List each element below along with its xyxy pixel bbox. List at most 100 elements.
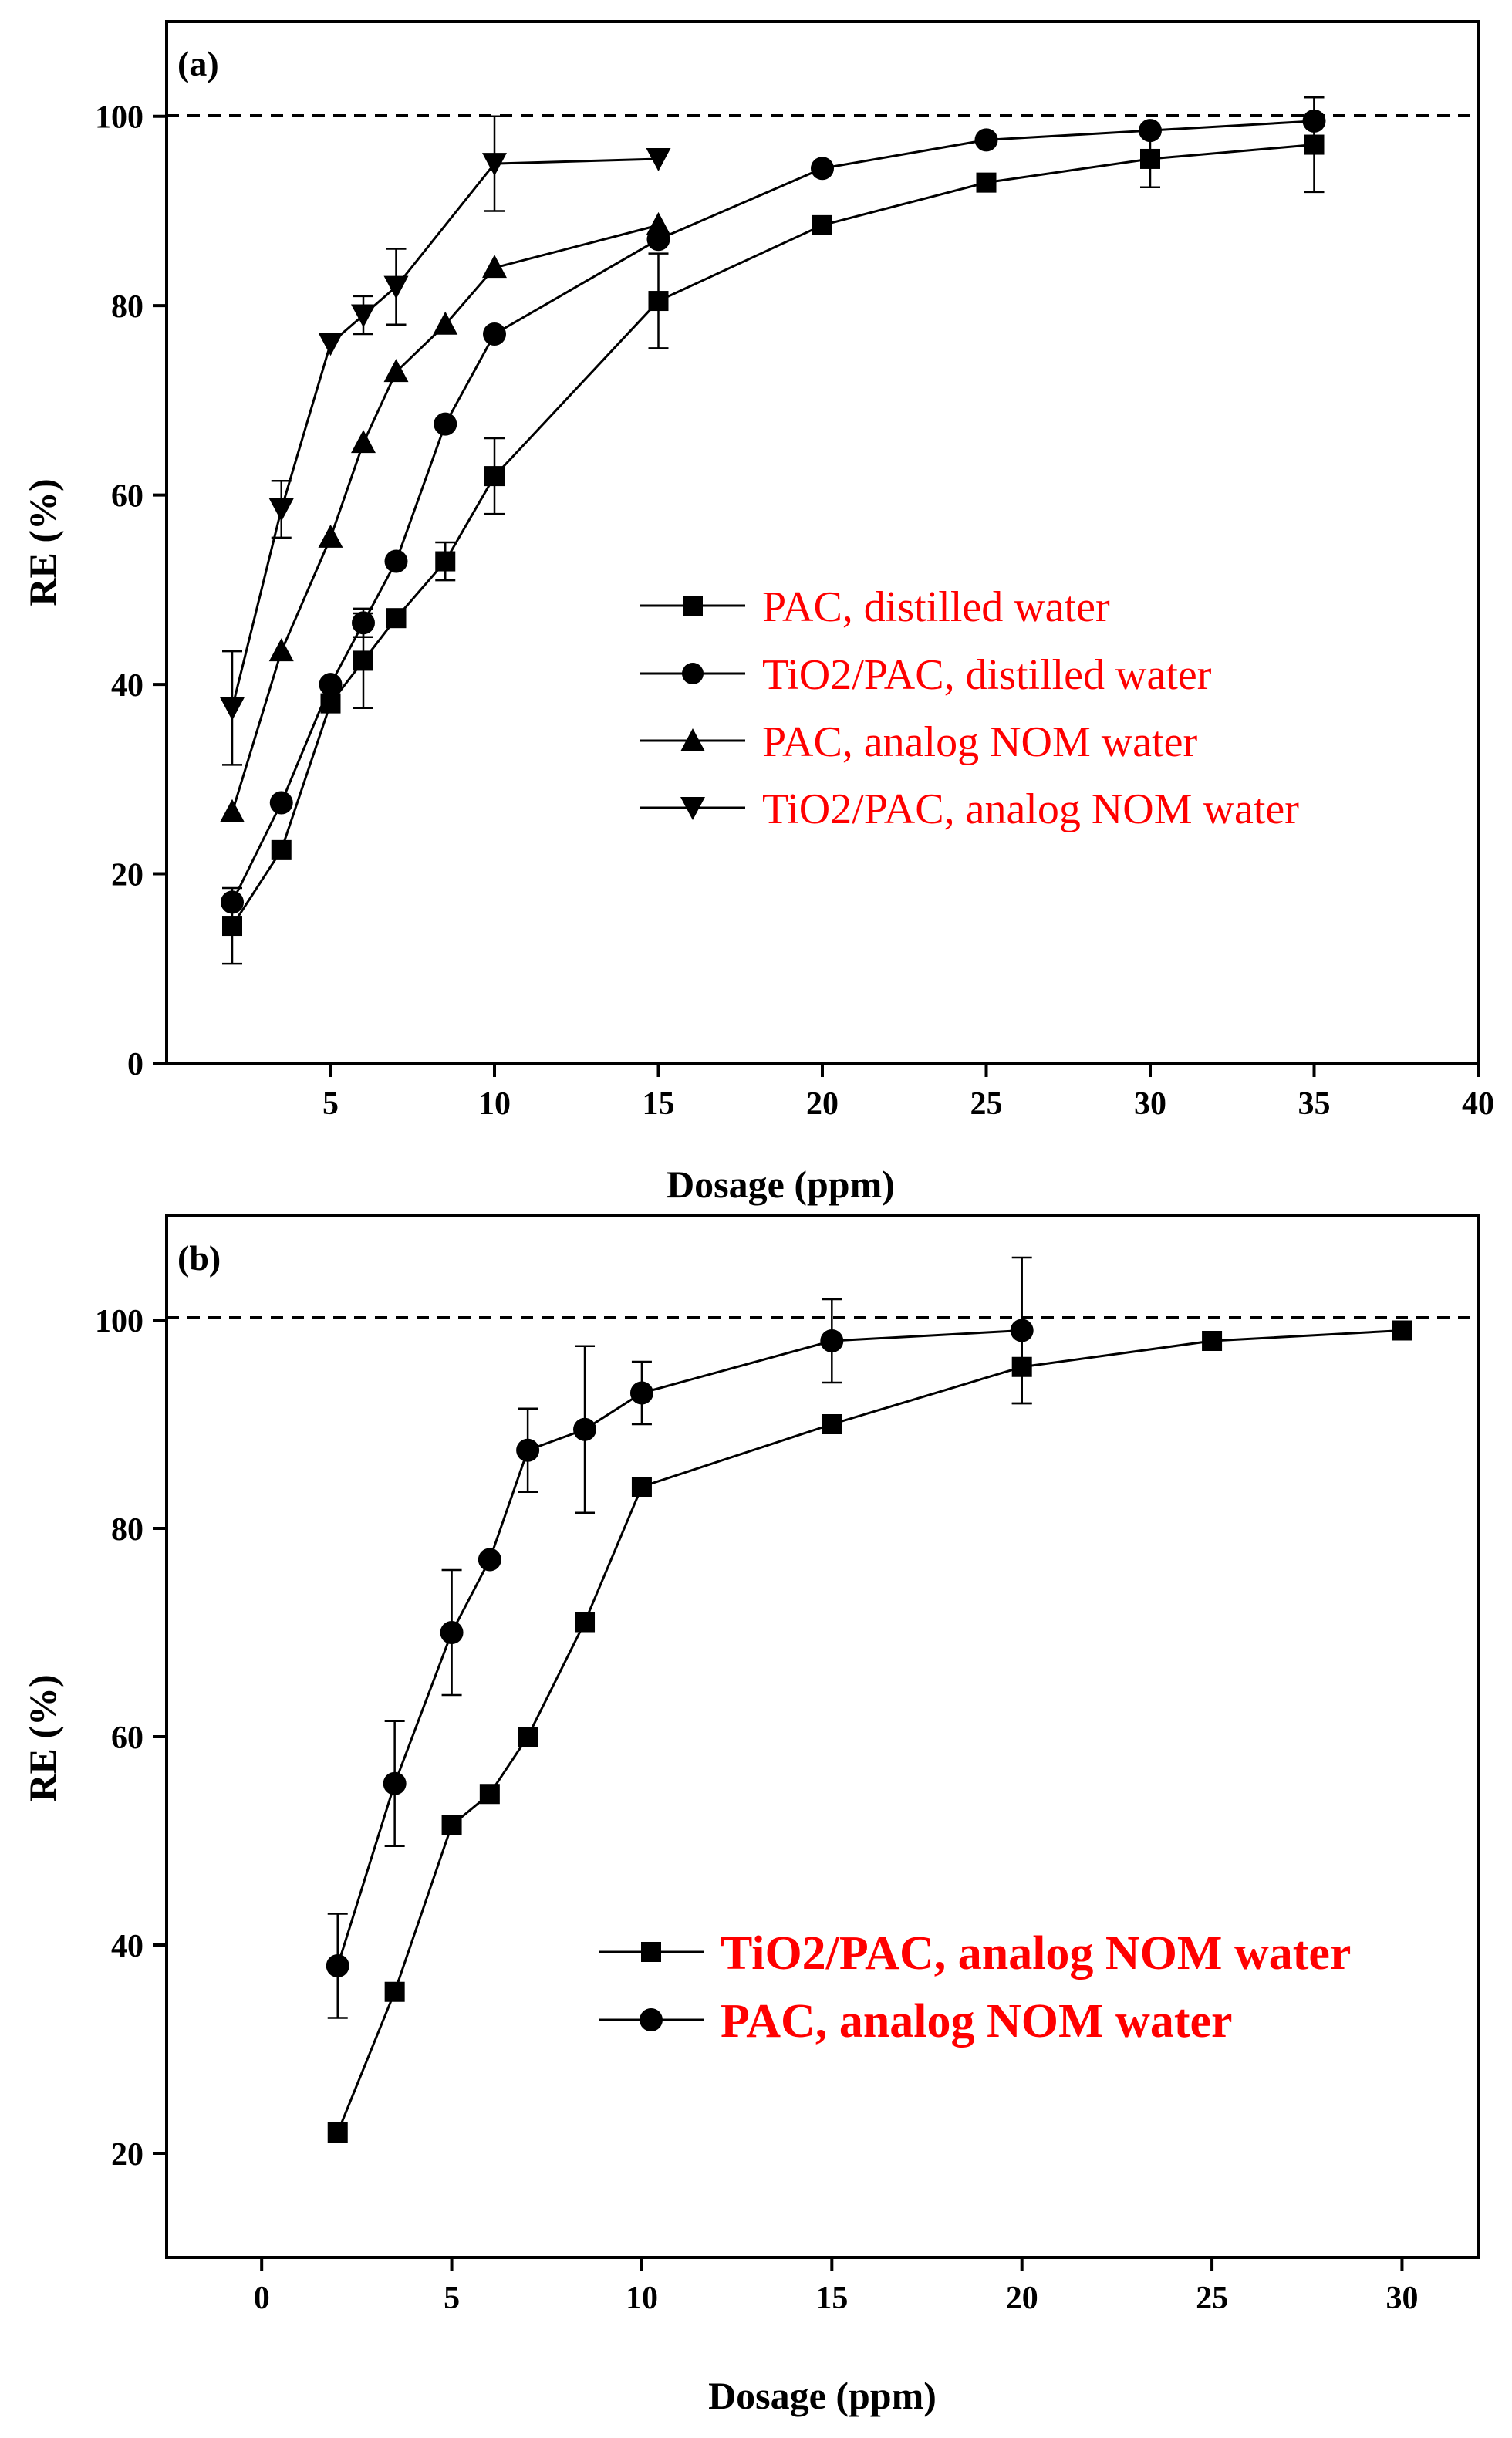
y-tick-label: 80 [111,1512,143,1548]
data-point-square [518,1727,538,1747]
legend-entry: TiO2/PAC, analog NOM water [599,1927,1351,1980]
x-axis-title-a: Dosage (ppm) [667,1163,895,1206]
data-point-square [631,1477,652,1497]
x-tick-label: 10 [626,2281,658,2316]
data-point-triangle-up [646,211,671,235]
plot-area-a [220,96,1326,965]
legend-a: PAC, distilled water TiO2/PAC, distilled… [640,583,1299,833]
legend-label: PAC, distilled water [762,583,1110,631]
data-point-circle [352,611,375,635]
data-point-square [384,1981,405,2002]
data-point-square [1392,1320,1412,1341]
data-point-square [822,1414,842,1434]
tick-labels-a: 5 10 15 20 25 30 35 40 0 20 40 60 80 100 [95,100,1494,1122]
data-point-square [435,551,456,572]
y-tick-label: 60 [111,1720,143,1756]
data-point-triangle-up [383,359,409,383]
data-point-square [386,608,407,629]
data-point-circle [811,157,834,181]
x-axis-title-b: Dosage (ppm) [708,2374,937,2417]
y-tick-label: 80 [111,289,143,325]
legend-marker-square [683,596,703,616]
legend-marker-triangle-down [680,797,705,820]
data-point-circle [269,791,293,815]
data-point-circle [974,128,998,152]
data-point-square [327,2122,348,2143]
data-point-triangle-up [318,524,343,548]
series-line [231,144,1315,927]
data-point-circle [1139,119,1162,143]
data-point-square [271,839,292,860]
data-point-triangle-up [433,311,458,335]
x-tick-label: 15 [815,2281,848,2316]
y-tick-label: 60 [111,479,143,515]
data-point-circle [221,890,244,914]
x-tick-label: 15 [643,1086,675,1122]
data-point-circle [483,322,506,346]
x-tick-label: 30 [1385,2281,1418,2316]
legend-entry: TiO2/PAC, distilled water [640,651,1212,699]
legend-marker-circle [682,663,704,684]
x-tick-label: 10 [478,1086,511,1122]
y-tick-label: 20 [111,858,143,893]
data-point-circle [573,1417,597,1441]
tick-marks-b [153,1319,1404,2271]
y-tick-label: 40 [111,1929,143,1964]
data-point-triangle-down [220,697,245,721]
y-tick-label: 100 [95,100,143,136]
x-tick-label: 5 [444,2281,460,2316]
data-point-square [479,1784,500,1805]
data-point-triangle-up [351,430,376,454]
panel-b: 0 5 10 15 20 25 30 20 40 60 80 100 (b) Dosage (ppm)… [21,1214,1480,2417]
data-point-circle [319,673,343,697]
data-point-triangle-down [318,333,343,356]
data-point-square [441,1815,462,1835]
x-tick-label: 25 [970,1086,1003,1122]
plot-area-b [326,1256,1412,2143]
data-point-square [976,172,997,193]
data-point-circle [384,549,408,573]
data-point-square [1140,148,1160,169]
data-point-square [320,693,341,714]
data-point-triangle-up [482,255,507,279]
data-point-triangle-up [268,638,294,662]
data-point-circle [820,1329,844,1352]
x-tick-label: 30 [1134,1086,1166,1122]
panel-a: 5 10 15 20 25 30 35 40 0 20 40 60 80 100 (a) Dosage (… [21,20,1494,1206]
data-point-square [222,916,242,937]
y-axis-title-b: RE (%) [21,1674,64,1801]
x-tick-label: 0 [254,2281,270,2316]
legend-marker-circle [640,2008,663,2031]
data-point-square [353,650,373,671]
data-point-circle [629,1381,653,1405]
legend-label: PAC, analog NOM water [762,718,1197,766]
legend-label: TiO2/PAC, distilled water [762,651,1212,699]
panel-label-b: (b) [177,1238,221,1278]
y-tick-label: 40 [111,668,143,704]
data-point-circle [434,412,457,436]
tick-marks-a [153,114,1480,1077]
y-tick-label: 20 [111,2137,143,2173]
x-tick-label: 20 [806,1086,839,1122]
tick-labels-b: 0 5 10 15 20 25 30 20 40 60 80 100 [95,1304,1418,2316]
legend-entry: PAC, analog NOM water [640,718,1197,766]
legend-marker-square [641,1942,661,1962]
data-point-circle [1010,1319,1034,1342]
x-tick-label: 25 [1196,2281,1228,2316]
y-axis-title-a: RE (%) [21,478,64,606]
data-point-triangle-down [351,304,376,328]
data-point-triangle-down [268,498,294,522]
legend-entry: PAC, analog NOM water [599,1995,1233,2048]
data-point-square [812,214,832,235]
data-point-circle [1302,109,1326,133]
data-point-circle [478,1548,501,1572]
data-point-triangle-down [646,147,671,171]
y-tick-label: 0 [127,1047,143,1082]
legend-entry: TiO2/PAC, analog NOM water [640,785,1299,833]
data-point-triangle-down [482,153,507,177]
legend-label: TiO2/PAC, analog NOM water [721,1927,1351,1980]
legend-entry: PAC, distilled water [640,583,1110,631]
data-point-circle [516,1438,540,1462]
data-point-square [1011,1356,1032,1377]
